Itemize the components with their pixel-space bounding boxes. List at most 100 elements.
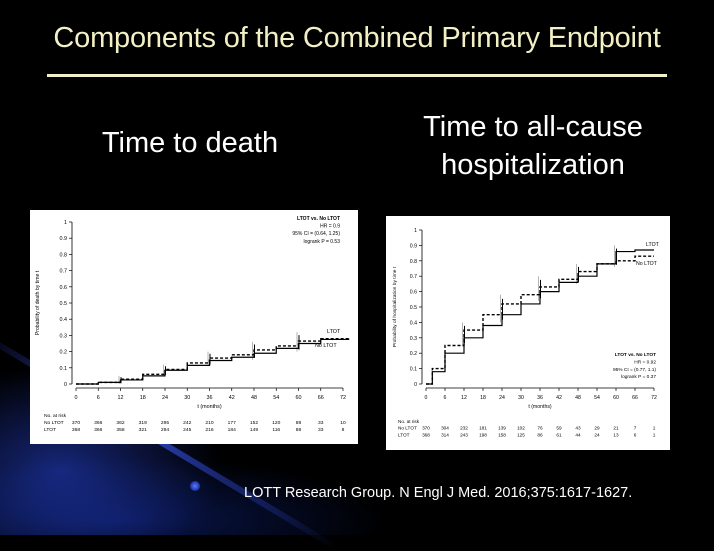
y-tick-label: 0.5 [410, 305, 417, 311]
at-risk-value: 181 [479, 426, 487, 431]
stats-annotation-line: logrank P = 0.37 [621, 374, 656, 380]
at-risk-value: 152 [250, 420, 258, 426]
y-tick-label: 0.1 [410, 367, 417, 373]
at-risk-value: 242 [183, 420, 191, 426]
at-risk-value: 368 [422, 432, 430, 437]
stats-annotation-line: 95% CI = (0.64, 1.25) [292, 231, 340, 237]
x-tick-label: 66 [318, 395, 324, 401]
at-risk-value: 358 [116, 427, 124, 433]
at-risk-value: 88 [296, 420, 302, 426]
at-risk-value: 6 [634, 432, 637, 437]
y-tick-label: 1 [64, 220, 67, 226]
at-risk-value: 13 [613, 432, 619, 437]
series-label: No LTOT [636, 261, 658, 267]
at-risk-value: 21 [613, 426, 619, 431]
y-tick-label: 0.5 [60, 301, 68, 307]
series-no-ltot-line [426, 255, 654, 385]
at-risk-value: 59 [556, 426, 562, 431]
at-risk-value: 321 [139, 427, 147, 433]
y-tick-label: 1 [414, 228, 417, 234]
at-risk-value: 366 [94, 427, 102, 433]
y-tick-label: 0.4 [410, 320, 417, 326]
at-risk-value: 198 [479, 432, 487, 437]
y-tick-label: 0 [414, 382, 417, 388]
at-risk-value: 216 [205, 427, 213, 433]
x-tick-label: 6 [444, 395, 447, 401]
at-risk-value: 61 [556, 432, 562, 437]
x-tick-label: 30 [184, 395, 190, 401]
series-ltot-line [426, 249, 654, 385]
at-risk-value: 295 [161, 420, 169, 426]
y-tick-label: 0.8 [60, 252, 68, 258]
at-risk-value: 210 [205, 420, 213, 426]
at-risk-value: 232 [460, 426, 468, 431]
at-risk-value: 33 [318, 427, 324, 433]
stats-annotation-line: HR = 0.92 [634, 359, 656, 365]
x-tick-label: 54 [273, 395, 279, 401]
at-risk-value: 370 [422, 426, 430, 431]
series-label: LTOT [327, 329, 341, 335]
y-tick-label: 0.3 [410, 336, 417, 342]
x-tick-label: 0 [425, 395, 428, 401]
at-risk-value: 43 [575, 426, 581, 431]
at-risk-value: 294 [161, 427, 169, 433]
x-tick-label: 36 [537, 395, 543, 401]
left-chart-heading: Time to death [101, 127, 279, 159]
x-tick-label: 48 [575, 395, 581, 401]
at-risk-value: 149 [250, 427, 258, 433]
death-chart-panel: 0 0.1 0.2 0.3 0.4 0.5 0.6 0.7 0.8 0.9 1 0 6 12 18 24 30 3… [30, 210, 358, 444]
background-dot [190, 481, 200, 491]
at-risk-value: 86 [537, 432, 543, 437]
x-tick-label: 42 [556, 395, 562, 401]
at-risk-value: 319 [139, 420, 147, 426]
y-tick-label: 0.9 [60, 236, 68, 242]
at-risk-value: 184 [228, 427, 236, 433]
y-tick-label: 0.1 [60, 366, 68, 372]
at-risk-value: 125 [517, 432, 525, 437]
x-tick-label: 24 [499, 395, 505, 401]
stats-annotation-line: HR = 0.9 [320, 224, 340, 230]
at-risk-value: 245 [183, 427, 191, 433]
series-ltot-line [76, 338, 350, 385]
x-tick-label: 24 [162, 395, 168, 401]
at-risk-row-label: LTOT [398, 432, 410, 437]
x-tick-label: 60 [613, 395, 619, 401]
at-risk-value: 7 [634, 426, 637, 431]
at-risk-value: 304 [441, 426, 449, 431]
at-risk-value: 76 [537, 426, 543, 431]
title-underline [47, 74, 667, 77]
series-no-ltot-line [76, 337, 350, 385]
x-tick-label: 12 [118, 395, 124, 401]
y-tick-label: 0 [64, 382, 67, 388]
x-tick-label: 18 [480, 395, 486, 401]
at-risk-value: 139 [498, 426, 506, 431]
stats-annotation-line: LTOT vs. No LTOT [297, 216, 340, 222]
x-tick-label: 42 [229, 395, 235, 401]
right-heading-line-2: hospitalization [441, 149, 625, 181]
slide-title: Components of the Combined Primary Endpo… [53, 22, 661, 54]
x-tick-label: 54 [594, 395, 600, 401]
at-risk-value: 120 [272, 420, 280, 426]
at-risk-value: 44 [575, 432, 581, 437]
x-tick-label: 36 [207, 395, 213, 401]
citation: LOTT Research Group. N Engl J Med. 2016;… [244, 485, 633, 501]
y-tick-label: 0.2 [410, 351, 417, 357]
at-risk-value: 24 [594, 432, 600, 437]
x-tick-label: 66 [632, 395, 638, 401]
hospitalization-chart-panel: 0 0.1 0.2 0.3 0.4 0.5 0.6 0.7 0.8 0.9 1 0 6 12 18 24 30 3… [386, 216, 670, 450]
at-risk-value: 368 [72, 427, 80, 433]
x-tick-label: 30 [518, 395, 524, 401]
x-axis-label: t (months) [197, 404, 221, 410]
at-risk-row-label: LTOT [44, 427, 56, 433]
y-tick-label: 0.6 [60, 285, 68, 291]
at-risk-row-label: No LTOT [44, 420, 64, 426]
at-risk-value: 370 [72, 420, 80, 426]
y-tick-label: 0.7 [60, 269, 68, 275]
at-risk-value: 88 [296, 427, 302, 433]
y-axis-label: Probability of hospitalization by time t [392, 266, 398, 347]
at-risk-value: 8 [342, 427, 345, 433]
at-risk-value: 243 [460, 432, 468, 437]
at-risk-row-label: No LTOT [398, 426, 417, 431]
y-tick-label: 0.4 [60, 317, 68, 323]
at-risk-value: 362 [116, 420, 124, 426]
